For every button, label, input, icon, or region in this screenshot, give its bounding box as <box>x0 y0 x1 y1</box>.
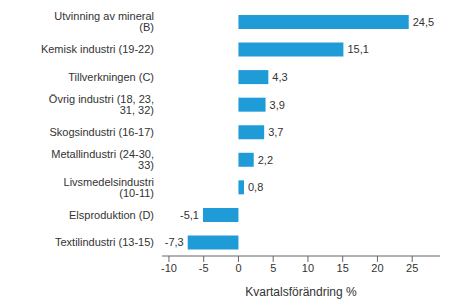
svg-text:20: 20 <box>371 262 383 274</box>
svg-text:Metallindustri (24-30,33): Metallindustri (24-30,33) <box>51 148 154 171</box>
svg-text:4,3: 4,3 <box>272 71 287 83</box>
svg-text:-5: -5 <box>199 262 209 274</box>
svg-text:Kvartalsförändring %: Kvartalsförändring % <box>245 285 357 299</box>
svg-text:Livsmedelsindustri(10-11): Livsmedelsindustri(10-11) <box>64 176 154 199</box>
svg-text:2,2: 2,2 <box>258 154 273 166</box>
svg-text:0,8: 0,8 <box>248 181 263 193</box>
svg-text:Kemisk industri (19-22): Kemisk industri (19-22) <box>41 43 154 55</box>
svg-text:Elsproduktion (D): Elsproduktion (D) <box>69 209 154 221</box>
svg-text:15: 15 <box>337 262 349 274</box>
svg-text:Utvinning av mineral(B): Utvinning av mineral(B) <box>54 10 154 33</box>
svg-text:24,5: 24,5 <box>413 16 434 28</box>
svg-text:-10: -10 <box>161 262 177 274</box>
svg-text:0: 0 <box>235 262 241 274</box>
svg-text:15,1: 15,1 <box>347 43 368 55</box>
svg-text:5: 5 <box>270 262 276 274</box>
svg-text:Skogsindustri (16-17): Skogsindustri (16-17) <box>49 126 154 138</box>
svg-text:-5,1: -5,1 <box>180 209 199 221</box>
svg-text:10: 10 <box>302 262 314 274</box>
svg-text:Tillverkningen (C): Tillverkningen (C) <box>68 71 154 83</box>
svg-text:25: 25 <box>406 262 418 274</box>
svg-text:-7,3: -7,3 <box>165 236 184 248</box>
svg-text:3,7: 3,7 <box>268 126 283 138</box>
svg-text:Övrig industri (18, 23,31, 32): Övrig industri (18, 23,31, 32) <box>49 93 154 116</box>
svg-text:Textilindustri (13-15): Textilindustri (13-15) <box>55 236 154 248</box>
svg-text:3,9: 3,9 <box>270 99 285 111</box>
